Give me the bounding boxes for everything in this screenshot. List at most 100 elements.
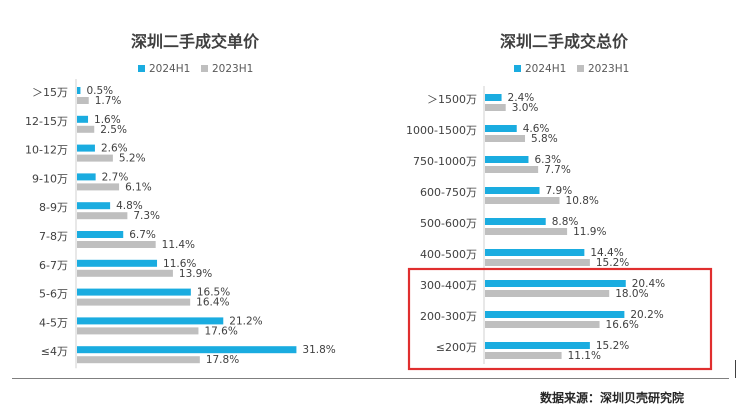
- chart1-value-label-2023: 17.6%: [204, 325, 237, 337]
- chart1-category-label: 5-6万: [39, 288, 68, 301]
- chart1-value-label-2024: 2.6%: [101, 143, 128, 155]
- chart1-value-label-2024: 11.6%: [163, 258, 196, 270]
- chart2-title: 深圳二手成交总价: [500, 32, 629, 51]
- chart1-bar-2024: [77, 144, 95, 152]
- chart2-value-label-2024: 15.2%: [596, 340, 629, 352]
- chart1-bar-2023: [77, 125, 95, 133]
- chart1-bar-2024: [77, 317, 224, 325]
- chart2-bar-2024: [485, 125, 517, 132]
- chart2-bar-2023: [485, 166, 539, 173]
- chart2-value-label-2023: 15.2%: [596, 257, 629, 269]
- chart2-highlight-box: [407, 267, 713, 371]
- chart2-bar-2024: [485, 218, 546, 225]
- chart2-value-label-2024: 14.4%: [590, 247, 623, 259]
- chart2-value-label-2023: 3.0%: [512, 102, 539, 114]
- chart2-category-label: 750-1000万: [413, 155, 477, 168]
- chart2-legend-swatch-2023: [577, 65, 584, 72]
- chart2-legend-label-2023: 2023H1: [588, 63, 629, 75]
- chart2-category-label: 1000-1500万: [406, 124, 477, 137]
- chart1-category-label: 10-12万: [25, 144, 68, 157]
- chart2-bar-2023: [485, 228, 568, 235]
- chart1-value-label-2023: 17.8%: [206, 354, 239, 366]
- chart2-category-label: ＞1500万: [427, 93, 477, 106]
- corner-tick: [735, 360, 736, 378]
- chart1-category-label: 6-7万: [39, 259, 68, 272]
- chart2-bar-2023: [485, 135, 526, 142]
- chart1-value-label-2024: 1.6%: [94, 114, 121, 126]
- chart2-value-label-2024: 2.4%: [508, 92, 535, 104]
- chart1-title: 深圳二手成交单价: [131, 32, 260, 51]
- chart2-bar-2024: [485, 342, 590, 349]
- chart1-bar-2023: [77, 241, 156, 248]
- chart1-bar-2023: [77, 183, 120, 191]
- chart2-value-label-2024: 7.9%: [546, 185, 573, 197]
- chart1-category-label: 9-10万: [32, 172, 68, 185]
- chart2-value-label-2024: 20.4%: [632, 278, 665, 290]
- chart1-bar-2024: [77, 259, 158, 267]
- chart1-bar-2023: [77, 154, 113, 162]
- chart2-bar-2024: [485, 280, 626, 287]
- chart1-category-label: 4-5万: [39, 316, 68, 329]
- chart1-value-label-2023: 1.7%: [95, 95, 122, 107]
- chart2-category-label: 300-400万: [420, 279, 477, 292]
- chart1-legend-label-2023: 2023H1: [212, 63, 253, 75]
- chart1-legend-swatch-2023: [201, 65, 208, 72]
- chart2-bar-2023: [485, 104, 506, 111]
- chart2-bar-2024: [485, 249, 585, 256]
- chart1-category-label: ＞15万: [32, 86, 68, 99]
- chart2-value-label-2024: 8.8%: [552, 216, 579, 228]
- chart2-legend-label-2024: 2024H1: [525, 63, 566, 75]
- chart1-bar-2023: [77, 269, 173, 277]
- chart1-value-label-2024: 2.7%: [102, 171, 129, 183]
- chart1-bar-2024: [77, 231, 124, 238]
- chart1-value-label-2023: 2.5%: [100, 124, 127, 136]
- chart1-value-label-2023: 16.4%: [196, 297, 229, 309]
- chart2-value-label-2023: 16.6%: [606, 319, 639, 331]
- chart1-bar-2024: [77, 202, 111, 210]
- chart2-bar-2023: [485, 259, 590, 266]
- chart2-category-label: 500-600万: [420, 217, 477, 230]
- chart2-value-label-2023: 7.7%: [544, 164, 571, 176]
- chart2-value-label-2024: 6.3%: [534, 154, 561, 166]
- chart2-category-label: 200-300万: [420, 310, 477, 323]
- chart1-bar-2024: [77, 87, 81, 94]
- chart1-legend-label-2024: 2024H1: [149, 63, 190, 75]
- chart2-value-label-2023: 18.0%: [615, 288, 648, 300]
- chart2-bar-2024: [485, 187, 540, 194]
- chart2-bar-2024: [485, 156, 529, 163]
- chart1-legend-swatch-2024: [138, 65, 145, 72]
- chart1-bar-2023: [77, 356, 200, 364]
- chart1-value-label-2024: 31.8%: [302, 344, 335, 356]
- chart1-bar-2024: [77, 173, 96, 181]
- chart2-bar-2023: [485, 352, 562, 359]
- chart1-category-label: 7-8万: [39, 230, 68, 243]
- chart2-value-label-2023: 11.1%: [568, 350, 601, 362]
- chart1-bar-2023: [77, 298, 191, 306]
- chart1-bar-2024: [77, 346, 297, 354]
- chart1-bar-2023: [77, 97, 89, 104]
- chart1-category-label: 8-9万: [39, 201, 68, 214]
- chart1-value-label-2023: 6.1%: [125, 181, 152, 193]
- chart2-bar-2023: [485, 197, 560, 204]
- chart2-category-label: 400-500万: [420, 248, 477, 261]
- chart1-value-label-2023: 13.9%: [179, 268, 212, 280]
- chart1-value-label-2024: 0.5%: [86, 85, 113, 97]
- chart1-value-label-2023: 7.3%: [133, 210, 160, 222]
- chart2-value-label-2024: 20.2%: [630, 309, 663, 321]
- chart1-value-label-2024: 4.8%: [116, 200, 143, 212]
- chart1-bar-2023: [77, 327, 199, 335]
- chart1-bar-2023: [77, 212, 128, 220]
- chart1-bar-2024: [77, 115, 89, 123]
- chart2-category-label: ≤200万: [436, 341, 477, 354]
- chart1-category-label: 12-15万: [25, 115, 68, 128]
- chart1-value-label-2024: 16.5%: [197, 287, 230, 299]
- chart2-legend-swatch-2024: [514, 65, 521, 72]
- chart2-value-label-2024: 4.6%: [523, 123, 550, 135]
- chart1-value-label-2023: 11.4%: [162, 239, 195, 251]
- chart2-bar-2023: [485, 290, 610, 297]
- chart1-category-label: ≤4万: [41, 345, 68, 358]
- bottom-rule: [12, 378, 729, 379]
- source-note: 数据来源：深圳贝壳研究院: [540, 391, 685, 405]
- chart1-value-label-2024: 6.7%: [129, 229, 156, 241]
